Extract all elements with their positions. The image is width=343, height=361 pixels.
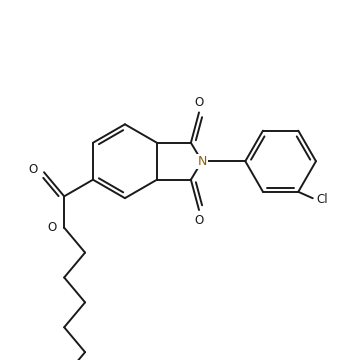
Text: Cl: Cl xyxy=(316,193,328,206)
Text: O: O xyxy=(194,214,204,227)
Text: O: O xyxy=(47,221,56,234)
Text: O: O xyxy=(194,96,204,109)
Text: N: N xyxy=(197,155,206,168)
Text: O: O xyxy=(28,162,38,175)
